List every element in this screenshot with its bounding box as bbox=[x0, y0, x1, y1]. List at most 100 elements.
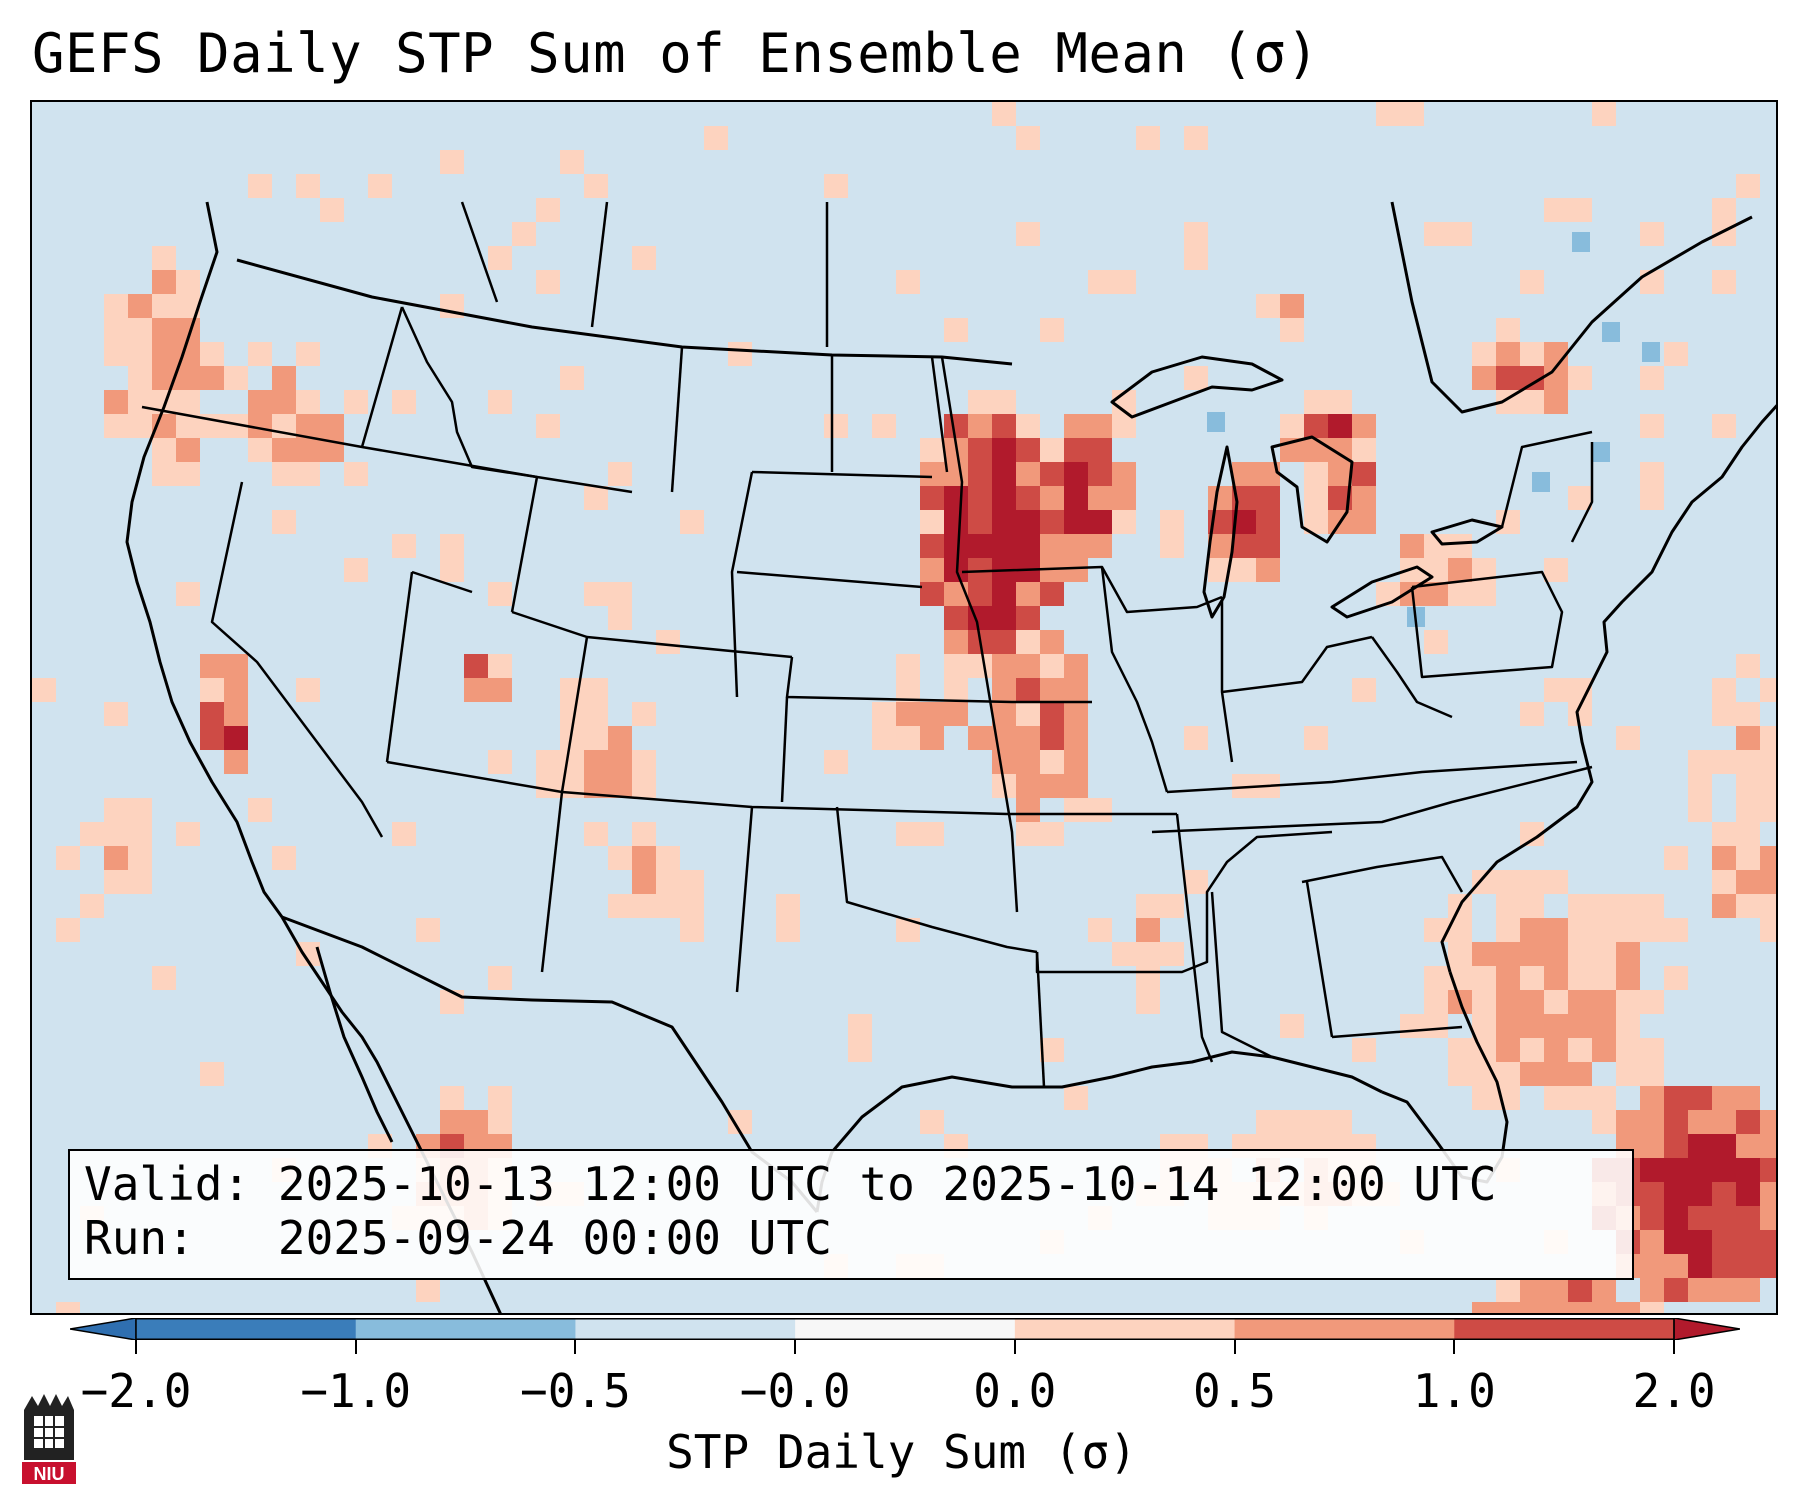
anomaly-cell bbox=[1544, 1062, 1568, 1086]
anomaly-cell bbox=[488, 246, 512, 270]
anomaly-cell bbox=[1520, 390, 1544, 414]
anomaly-cell bbox=[920, 534, 944, 558]
anomaly-cell bbox=[1760, 846, 1776, 870]
anomaly-cell bbox=[1712, 1278, 1736, 1302]
anomaly-cell bbox=[1376, 102, 1400, 126]
anomaly-cell bbox=[1544, 918, 1568, 942]
anomaly-cell bbox=[152, 270, 176, 294]
anomaly-cell bbox=[1016, 126, 1040, 150]
anomaly-cell bbox=[1064, 438, 1088, 462]
anomaly-cell-negative bbox=[1602, 322, 1620, 342]
anomaly-cell bbox=[1424, 222, 1448, 246]
anomaly-cell bbox=[1760, 894, 1776, 918]
anomaly-cell bbox=[1328, 1110, 1352, 1134]
anomaly-cell bbox=[1736, 702, 1760, 726]
anomaly-cell bbox=[1064, 558, 1088, 582]
anomaly-cell bbox=[1448, 942, 1472, 966]
colorbar-tick-label: 0.5 bbox=[1193, 1364, 1277, 1418]
anomaly-cell bbox=[1280, 1014, 1304, 1038]
anomaly-cell bbox=[584, 486, 608, 510]
anomaly-cell bbox=[968, 534, 992, 558]
anomaly-cell bbox=[1640, 1134, 1664, 1158]
anomaly-cell bbox=[224, 702, 248, 726]
anomaly-cell bbox=[440, 558, 464, 582]
anomaly-cell bbox=[104, 294, 128, 318]
lake-superior bbox=[1110, 355, 1284, 419]
anomaly-cell bbox=[1568, 1062, 1592, 1086]
anomaly-cell bbox=[1112, 462, 1136, 486]
anomaly-cell bbox=[968, 438, 992, 462]
anomaly-cell bbox=[920, 486, 944, 510]
anomaly-cell bbox=[1760, 1230, 1776, 1254]
anomaly-cell bbox=[1016, 750, 1040, 774]
east-coastline bbox=[1440, 404, 1776, 973]
colorbar-tick-label: −2.0 bbox=[80, 1364, 192, 1418]
anomaly-cell bbox=[1328, 390, 1352, 414]
anomaly-cell bbox=[1280, 414, 1304, 438]
anomaly-cell bbox=[1736, 750, 1760, 774]
anomaly-cell bbox=[200, 654, 224, 678]
anomaly-cell bbox=[1472, 942, 1496, 966]
anomaly-cell bbox=[1760, 1182, 1776, 1206]
anomaly-cell bbox=[1760, 774, 1776, 798]
anomaly-cell bbox=[1712, 1134, 1736, 1158]
anomaly-cell bbox=[1184, 870, 1208, 894]
anomaly-cell bbox=[1064, 798, 1088, 822]
anomaly-cell bbox=[1136, 918, 1160, 942]
colorbar-tick bbox=[794, 1340, 797, 1354]
anomaly-cell bbox=[1016, 654, 1040, 678]
anomaly-cell bbox=[1544, 966, 1568, 990]
anomaly-cell bbox=[1472, 990, 1496, 1014]
anomaly-cell bbox=[1568, 990, 1592, 1014]
anomaly-cell bbox=[272, 846, 296, 870]
anomaly-cell bbox=[1256, 558, 1280, 582]
anomaly-cell bbox=[1544, 1278, 1568, 1302]
anomaly-cell bbox=[1040, 630, 1064, 654]
anomaly-cell bbox=[632, 846, 656, 870]
anomaly-cell bbox=[1136, 126, 1160, 150]
anomaly-cell bbox=[176, 270, 200, 294]
anomaly-cell bbox=[1568, 942, 1592, 966]
anomaly-cell bbox=[200, 702, 224, 726]
anomaly-cell bbox=[1616, 726, 1640, 750]
anomaly-cell bbox=[128, 822, 152, 846]
anomaly-cell bbox=[944, 678, 968, 702]
coastlines-and-borders bbox=[125, 201, 1776, 1313]
anomaly-cell bbox=[104, 342, 128, 366]
anomaly-cell bbox=[1640, 222, 1664, 246]
anomaly-cell bbox=[896, 822, 920, 846]
anomaly-cell bbox=[872, 414, 896, 438]
anomaly-cell bbox=[104, 390, 128, 414]
anomaly-cell bbox=[248, 342, 272, 366]
anomaly-cell bbox=[1640, 414, 1664, 438]
anomaly-cell bbox=[1736, 894, 1760, 918]
anomaly-cell bbox=[1592, 1038, 1616, 1062]
anomaly-cell bbox=[1448, 534, 1472, 558]
anomaly-cell bbox=[344, 462, 368, 486]
anomaly-cell bbox=[1664, 1110, 1688, 1134]
anomaly-cell bbox=[920, 702, 944, 726]
anomaly-cell bbox=[1712, 1110, 1736, 1134]
anomaly-cell bbox=[1016, 822, 1040, 846]
anomaly-cell bbox=[200, 726, 224, 750]
anomaly-cell bbox=[1040, 510, 1064, 534]
anomaly-cell bbox=[1712, 1086, 1736, 1110]
anomaly-cell bbox=[944, 582, 968, 606]
map-panel bbox=[30, 100, 1778, 1315]
anomaly-cell bbox=[1544, 1302, 1568, 1313]
anomaly-cell bbox=[320, 198, 344, 222]
anomaly-cell bbox=[944, 630, 968, 654]
anomaly-cell bbox=[992, 654, 1016, 678]
anomaly-cell bbox=[56, 846, 80, 870]
anomaly-cell bbox=[608, 462, 632, 486]
anomaly-cell bbox=[1736, 174, 1760, 198]
anomaly-cell bbox=[1592, 102, 1616, 126]
anomaly-cell bbox=[1760, 1134, 1776, 1158]
anomaly-cell bbox=[1760, 798, 1776, 822]
anomaly-cell bbox=[152, 342, 176, 366]
anomaly-cell bbox=[1040, 822, 1064, 846]
anomaly-cell bbox=[1304, 414, 1328, 438]
anomaly-cell bbox=[128, 798, 152, 822]
anomaly-cell bbox=[1616, 918, 1640, 942]
anomaly-cell bbox=[128, 342, 152, 366]
